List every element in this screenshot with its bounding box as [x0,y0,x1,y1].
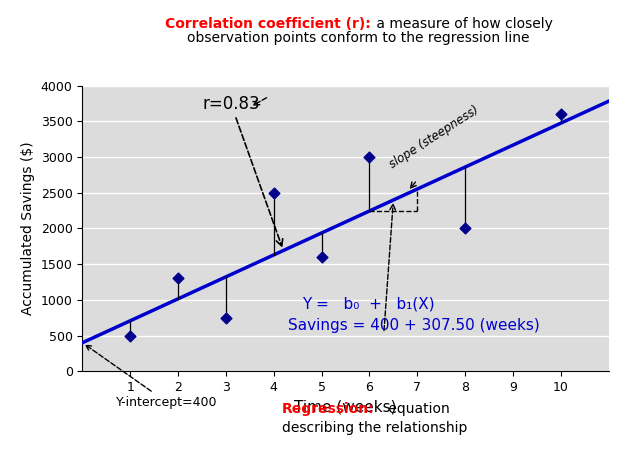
Point [173,275,183,282]
Text: slope (steepness): slope (steepness) [387,103,481,170]
Text: r=0.83: r=0.83 [202,95,283,246]
Point [221,314,231,322]
Point [365,153,375,161]
X-axis label: Time (weeks): Time (weeks) [294,399,397,415]
Point [316,253,327,261]
Text: Y =   b₀  +   b₁(X): Y = b₀ + b₁(X) [302,296,435,311]
Text: Y-intercept=400: Y-intercept=400 [86,345,217,408]
Point [460,225,470,232]
Text: Correlation coefficient (r):: Correlation coefficient (r): [165,17,371,30]
Text: equation: equation [384,402,450,416]
Y-axis label: Accumulated Savings ($): Accumulated Savings ($) [22,142,36,315]
Text: observation points conform to the regression line: observation points conform to the regres… [187,31,529,45]
Point [125,332,135,339]
Point [269,189,279,197]
Text: describing the relationship: describing the relationship [282,421,467,435]
Text: Savings = 400 + 307.50 (weeks): Savings = 400 + 307.50 (weeks) [288,318,540,333]
Text: a measure of how closely: a measure of how closely [372,17,553,30]
Point [556,110,566,118]
Text: Regression:: Regression: [282,402,375,416]
